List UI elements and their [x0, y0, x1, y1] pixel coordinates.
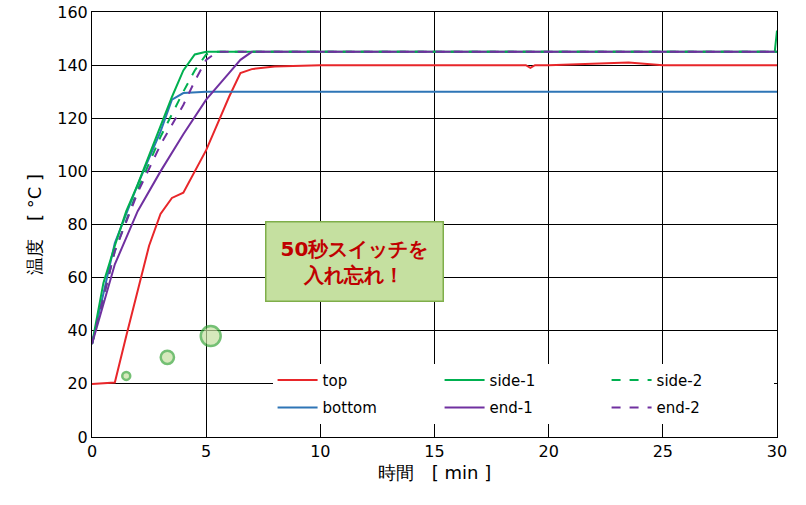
svg-text:end-2: end-2	[657, 399, 700, 417]
svg-text:15: 15	[424, 442, 444, 461]
svg-text:120: 120	[57, 109, 88, 128]
svg-text:時間 [ min ]: 時間 [ min ]	[378, 462, 491, 483]
svg-text:80: 80	[67, 215, 87, 234]
svg-text:140: 140	[57, 56, 88, 75]
svg-text:20: 20	[67, 374, 87, 393]
svg-text:10: 10	[310, 442, 330, 461]
svg-text:0: 0	[87, 442, 97, 461]
svg-text:160: 160	[57, 3, 88, 22]
svg-text:end-1: end-1	[490, 399, 533, 417]
svg-text:20: 20	[538, 442, 558, 461]
svg-text:100: 100	[57, 162, 88, 181]
svg-text:30: 30	[767, 442, 787, 461]
svg-text:60: 60	[67, 268, 87, 287]
svg-text:0: 0	[78, 428, 88, 447]
svg-text:side-2: side-2	[657, 372, 703, 390]
svg-text:top: top	[323, 372, 348, 390]
svg-text:5: 5	[201, 442, 211, 461]
svg-text:50秒スイッチを入れ忘れ！: 50秒スイッチを入れ忘れ！	[281, 237, 429, 287]
svg-text:bottom: bottom	[323, 399, 377, 417]
svg-text:40: 40	[67, 321, 87, 340]
svg-text:温度 [ °C ]: 温度 [ °C ]	[24, 174, 45, 275]
svg-text:side-1: side-1	[490, 372, 536, 390]
svg-text:25: 25	[653, 442, 673, 461]
